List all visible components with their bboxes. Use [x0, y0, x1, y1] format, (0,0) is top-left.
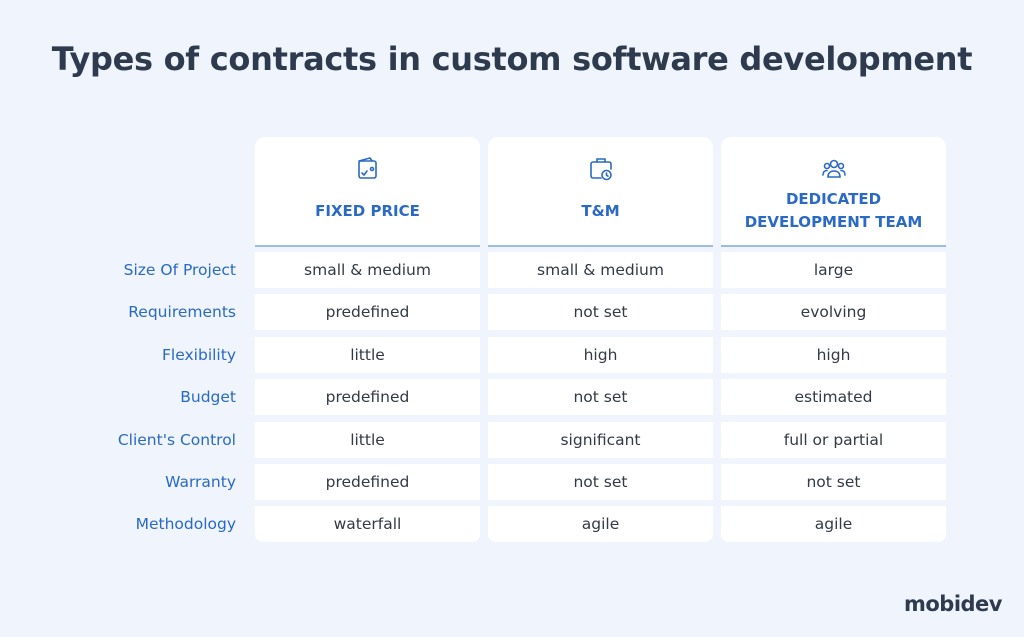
row-label: Requirements	[128, 303, 236, 322]
table-cell: small & medium	[488, 252, 713, 288]
column-header-label: T&M	[581, 201, 620, 220]
table-cell: predefined	[255, 464, 480, 500]
table-cell: not set	[721, 464, 946, 500]
table-cell: evolving	[721, 294, 946, 331]
mobidev-logo: mobidev	[903, 592, 1003, 616]
table-cell: large	[721, 252, 946, 288]
briefcase-clock-icon	[589, 158, 612, 181]
row-label: Client's Control	[117, 430, 236, 449]
table-cell: full or partial	[721, 421, 946, 458]
row-label: Warranty	[165, 473, 236, 491]
table-cell: little	[255, 421, 480, 458]
table-cell: predefined	[255, 379, 480, 416]
table-cell: high	[721, 336, 946, 373]
table-cell: agile	[721, 506, 946, 543]
row-label: Flexibility	[162, 345, 236, 364]
row-label: Budget	[180, 388, 236, 407]
table-cell: small & medium	[255, 252, 480, 288]
row-label: Size Of Project	[123, 261, 236, 279]
wallet-check-icon	[357, 157, 377, 179]
table-cell: not set	[488, 294, 713, 331]
row-label: Methodology	[135, 515, 236, 534]
team-icon	[821, 159, 846, 178]
column-header-tm: T&M	[488, 137, 713, 247]
column-header-dedicated-team: DEDICATED DEVELOPMENT TEAM	[721, 137, 946, 247]
table-cell: agile	[488, 506, 713, 543]
table-cell: high	[488, 336, 713, 373]
column-header-label: DEDICATED DEVELOPMENT TEAM	[744, 190, 923, 231]
table-cell: little	[255, 336, 480, 373]
table-cell: estimated	[721, 379, 946, 416]
table-cell: waterfall	[255, 506, 480, 543]
column-header-fixed-price: FIXED PRICE	[255, 137, 480, 247]
page-title: Types of contracts in custom software de…	[51, 40, 973, 78]
table-cell: not set	[488, 379, 713, 416]
table-cell: predefined	[255, 294, 480, 331]
column-header-label: FIXED PRICE	[315, 201, 420, 220]
table-cell: significant	[488, 421, 713, 458]
table-cell: not set	[488, 464, 713, 500]
